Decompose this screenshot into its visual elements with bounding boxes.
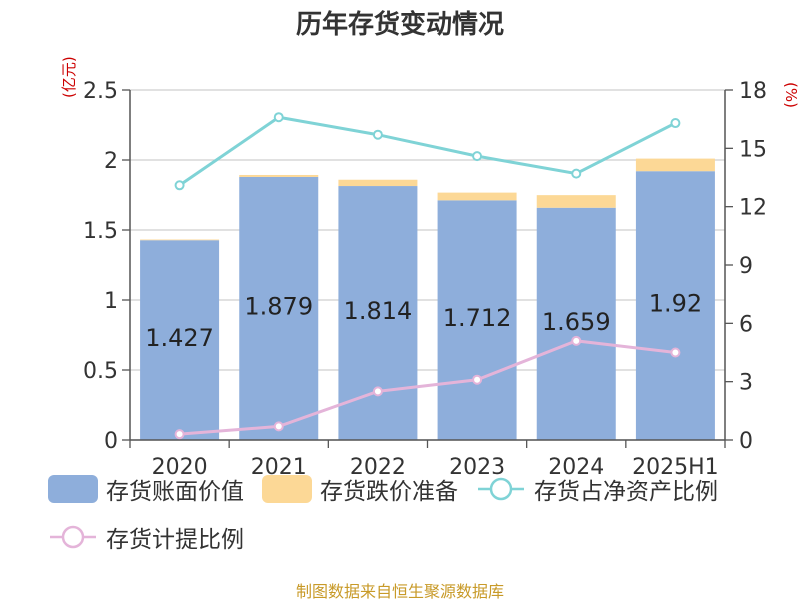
legend-swatch-net-asset-ratio xyxy=(478,477,524,501)
x-axis-tick-label: 2025H1 xyxy=(632,455,719,480)
legend-item-net-asset-ratio[interactable]: 存货占净资产比例 xyxy=(476,470,718,508)
line-impairment-ratio xyxy=(179,339,676,436)
point-net-asset-ratio xyxy=(273,112,284,123)
point-impairment-ratio xyxy=(174,429,185,440)
bar-data-label: 1.712 xyxy=(443,304,512,332)
legend-swatch-impairment-ratio xyxy=(50,525,96,549)
left-axis-tick-label: 0 xyxy=(104,429,118,454)
legend-swatch-impairment xyxy=(262,475,312,503)
bar-book-value xyxy=(437,200,517,440)
chart-legend: 存货账面价值 存货跌价准备 存货占净资产比例 存货计提比例 xyxy=(48,470,768,566)
point-impairment-ratio xyxy=(472,374,483,385)
bar-data-label: 1.427 xyxy=(145,324,214,352)
data-source-note: 制图数据来自恒生聚源数据库 xyxy=(295,582,504,601)
bar-impairment xyxy=(635,158,715,172)
left-axis-tick-label: 2.5 xyxy=(83,79,118,104)
chart-title: 历年存货变动情况 xyxy=(295,10,504,40)
bar-book-value xyxy=(338,186,418,440)
point-net-asset-ratio xyxy=(174,180,185,191)
point-impairment-ratio xyxy=(571,335,582,346)
left-axis-tick-label: 2 xyxy=(104,149,118,174)
x-axis-tick-label: 2024 xyxy=(548,455,604,480)
point-net-asset-ratio xyxy=(472,151,483,162)
point-net-asset-ratio xyxy=(372,129,383,140)
left-axis-tick-label: 1.5 xyxy=(83,219,118,244)
right-axis-tick-label: 6 xyxy=(739,312,753,337)
bar-impairment xyxy=(338,179,418,187)
right-axis-tick-label: 9 xyxy=(739,254,753,279)
left-axis-tick-label: 1 xyxy=(104,289,118,314)
legend-label-book-value: 存货账面价值 xyxy=(106,479,244,505)
legend-swatch-book-value xyxy=(48,475,98,503)
bar-impairment xyxy=(437,192,517,201)
bar-impairment xyxy=(140,239,220,241)
legend-label-impairment: 存货跌价准备 xyxy=(320,479,458,505)
bar-book-value xyxy=(536,207,616,440)
legend-item-impairment[interactable]: 存货跌价准备 xyxy=(262,470,458,508)
point-impairment-ratio xyxy=(670,347,681,358)
bar-data-label: 1.814 xyxy=(344,297,413,325)
right-axis-tick-label: 18 xyxy=(739,79,767,104)
bar-impairment xyxy=(239,174,319,177)
right-axis-tick-label: 12 xyxy=(739,196,767,221)
right-axis-tick-label: 3 xyxy=(739,371,753,396)
x-axis-tick-label: 2020 xyxy=(152,455,208,480)
legend-label-impairment-ratio: 存货计提比例 xyxy=(106,527,244,553)
bar-book-value xyxy=(239,176,319,440)
x-axis-tick-label: 2022 xyxy=(350,455,406,480)
right-axis-tick-label: 0 xyxy=(739,429,753,454)
bar-data-label: 1.879 xyxy=(244,292,313,320)
right-axis-tick-label: 15 xyxy=(739,137,767,162)
point-net-asset-ratio xyxy=(571,168,582,179)
point-impairment-ratio xyxy=(273,421,284,432)
legend-item-book-value[interactable]: 存货账面价值 xyxy=(48,470,244,508)
line-net-asset-ratio xyxy=(178,115,677,187)
legend-item-impairment-ratio[interactable]: 存货计提比例 xyxy=(48,518,244,556)
bar-book-value xyxy=(140,240,220,440)
bar-data-label: 1.659 xyxy=(542,308,611,336)
bar-impairment xyxy=(536,195,616,208)
bar-book-value xyxy=(635,171,715,440)
left-axis-tick-label: 0.5 xyxy=(83,359,118,384)
bar-data-label: 1.92 xyxy=(649,290,702,318)
x-axis-tick-label: 2023 xyxy=(449,455,505,480)
legend-label-net-asset-ratio: 存货占净资产比例 xyxy=(534,479,718,505)
point-net-asset-ratio xyxy=(670,118,681,129)
point-impairment-ratio xyxy=(372,386,383,397)
